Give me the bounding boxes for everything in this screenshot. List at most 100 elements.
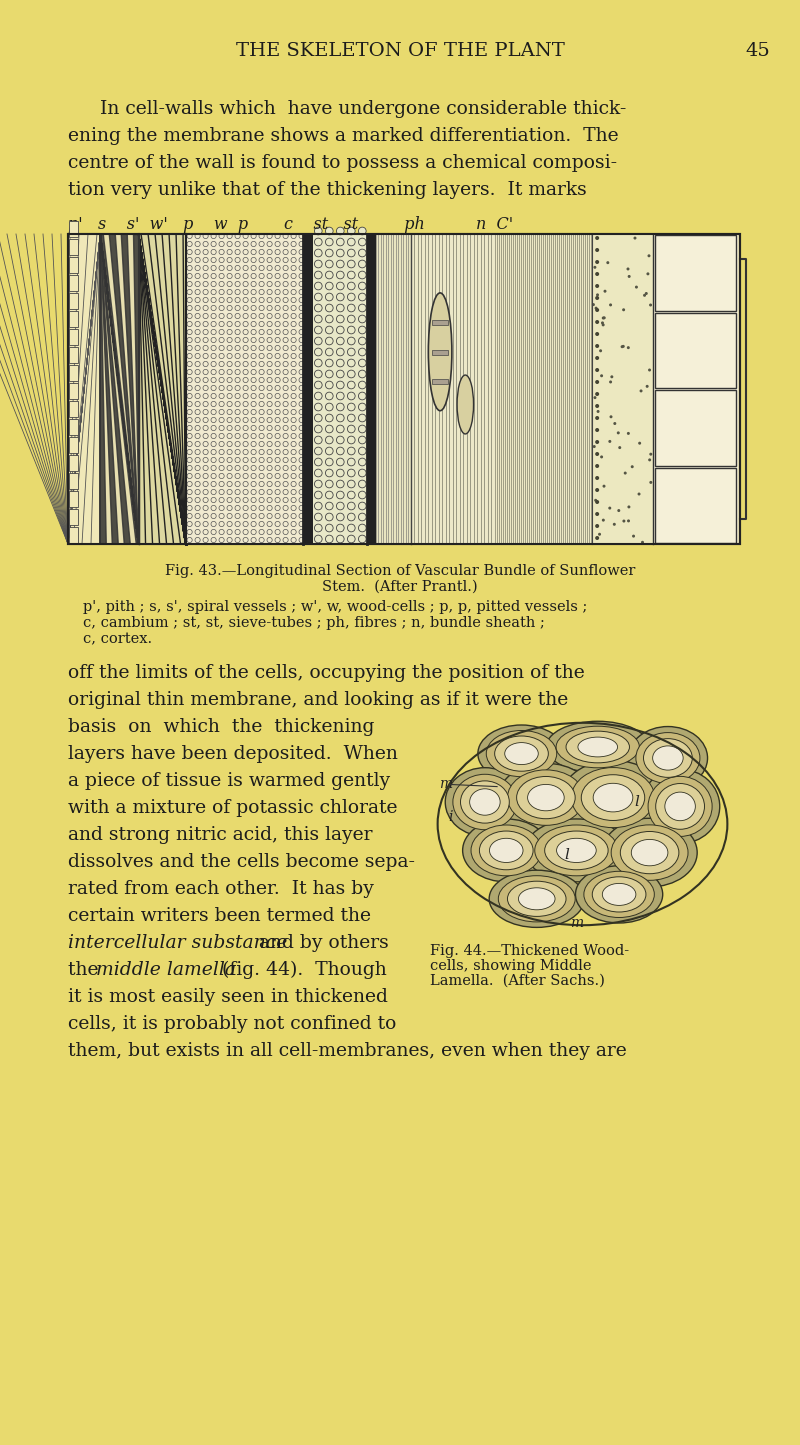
Ellipse shape [291, 250, 296, 254]
Ellipse shape [219, 490, 224, 494]
Ellipse shape [314, 458, 322, 465]
Ellipse shape [347, 327, 355, 334]
Ellipse shape [358, 392, 366, 400]
Ellipse shape [299, 402, 304, 406]
Ellipse shape [195, 305, 200, 311]
Ellipse shape [291, 321, 296, 327]
Polygon shape [100, 234, 138, 543]
Ellipse shape [267, 409, 272, 415]
Ellipse shape [291, 497, 296, 503]
Ellipse shape [219, 386, 224, 390]
Ellipse shape [187, 250, 192, 254]
Ellipse shape [219, 418, 224, 422]
Ellipse shape [251, 481, 256, 487]
Ellipse shape [203, 474, 208, 478]
Ellipse shape [498, 876, 575, 922]
Ellipse shape [195, 538, 200, 543]
Ellipse shape [235, 241, 240, 247]
Ellipse shape [203, 337, 208, 342]
Ellipse shape [608, 439, 611, 444]
Ellipse shape [283, 314, 288, 318]
Ellipse shape [203, 441, 208, 447]
Ellipse shape [267, 402, 272, 406]
Ellipse shape [291, 289, 296, 295]
Ellipse shape [634, 237, 637, 240]
Ellipse shape [291, 434, 296, 439]
Text: middle lamella: middle lamella [96, 961, 236, 980]
Ellipse shape [602, 484, 606, 487]
Text: and strong nitric acid, this layer: and strong nitric acid, this layer [68, 827, 373, 844]
Ellipse shape [595, 308, 599, 312]
Polygon shape [100, 234, 138, 543]
Text: In cell-walls which  have undergone considerable thick-: In cell-walls which have undergone consi… [100, 100, 626, 118]
Ellipse shape [211, 402, 216, 406]
Polygon shape [122, 234, 138, 543]
Text: them, but exists in all cell-membranes, even when they are: them, but exists in all cell-membranes, … [68, 1042, 626, 1061]
Ellipse shape [299, 321, 304, 327]
Ellipse shape [275, 490, 280, 494]
Text: certain writers been termed the: certain writers been termed the [68, 907, 371, 925]
Ellipse shape [195, 386, 200, 390]
Ellipse shape [195, 361, 200, 367]
Ellipse shape [275, 481, 280, 487]
Ellipse shape [203, 425, 208, 431]
Ellipse shape [631, 840, 668, 866]
Ellipse shape [299, 305, 304, 311]
Ellipse shape [291, 458, 296, 462]
Ellipse shape [291, 402, 296, 406]
Ellipse shape [275, 345, 280, 351]
Polygon shape [100, 234, 138, 543]
Text: tion very unlike that of the thickening layers.  It marks: tion very unlike that of the thickening … [68, 181, 586, 199]
Ellipse shape [275, 458, 280, 462]
Ellipse shape [275, 289, 280, 295]
Text: layers have been deposited.  When: layers have been deposited. When [68, 746, 398, 763]
Bar [654, 390, 736, 465]
Ellipse shape [243, 370, 248, 374]
Ellipse shape [614, 422, 616, 425]
Ellipse shape [187, 337, 192, 342]
Ellipse shape [259, 497, 264, 503]
Ellipse shape [227, 377, 232, 383]
Ellipse shape [187, 529, 192, 535]
Ellipse shape [195, 481, 200, 487]
Ellipse shape [251, 289, 256, 295]
Polygon shape [100, 234, 138, 543]
Bar [69, 527, 78, 543]
Ellipse shape [275, 370, 280, 374]
Ellipse shape [259, 529, 264, 535]
Ellipse shape [275, 321, 280, 327]
Ellipse shape [251, 538, 256, 543]
Ellipse shape [600, 455, 603, 458]
Ellipse shape [243, 513, 248, 519]
Ellipse shape [471, 825, 542, 876]
Ellipse shape [243, 289, 248, 295]
Ellipse shape [299, 490, 304, 494]
Ellipse shape [251, 393, 256, 399]
Ellipse shape [326, 272, 333, 279]
Ellipse shape [610, 376, 614, 379]
Ellipse shape [195, 298, 200, 302]
Ellipse shape [326, 360, 333, 367]
Ellipse shape [195, 337, 200, 342]
Ellipse shape [291, 506, 296, 510]
Ellipse shape [299, 386, 304, 390]
Ellipse shape [251, 241, 256, 247]
Ellipse shape [195, 522, 200, 526]
Ellipse shape [291, 449, 296, 455]
Ellipse shape [251, 441, 256, 447]
Ellipse shape [259, 257, 264, 263]
Ellipse shape [267, 298, 272, 302]
Ellipse shape [326, 337, 333, 345]
Ellipse shape [203, 345, 208, 351]
Ellipse shape [283, 441, 288, 447]
Ellipse shape [211, 458, 216, 462]
Ellipse shape [645, 292, 648, 295]
Ellipse shape [219, 497, 224, 503]
Ellipse shape [211, 250, 216, 254]
Ellipse shape [259, 506, 264, 510]
Ellipse shape [219, 538, 224, 543]
Ellipse shape [235, 337, 240, 342]
Ellipse shape [299, 409, 304, 415]
Text: m: m [439, 777, 452, 792]
Ellipse shape [251, 474, 256, 478]
